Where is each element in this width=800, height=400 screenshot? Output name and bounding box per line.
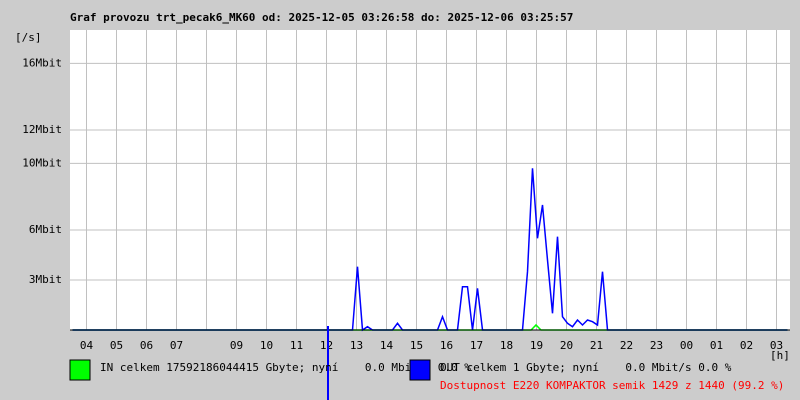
- legend-swatch: [409, 359, 431, 381]
- x-tick-label: 16: [440, 339, 453, 352]
- x-tick-label: 22: [620, 339, 633, 352]
- y-tick-label: 16Mbit: [22, 56, 62, 69]
- legend-swatch: [69, 359, 91, 381]
- legend-label: OUT celkem 1 Gbyte; nyní 0.0 Mbit/s 0.0 …: [440, 361, 732, 374]
- y-tick-label: 3Mbit: [29, 273, 62, 286]
- x-tick-label: 17: [470, 339, 483, 352]
- chart-title: Graf provozu trt_pecak6_MK60 od: 2025-12…: [70, 11, 573, 24]
- plot-area: [70, 30, 790, 330]
- x-tick-label: 12: [320, 339, 333, 352]
- legend-label: IN celkem 17592186044415 Gbyte; nyní 0.0…: [100, 361, 471, 374]
- y-unit: [/s]: [15, 31, 42, 44]
- x-tick-label: 20: [560, 339, 573, 352]
- x-tick-label: 06: [140, 339, 153, 352]
- x-tick-label: 09: [230, 339, 243, 352]
- y-tick-label: 12Mbit: [22, 123, 62, 136]
- y-tick-label: 6Mbit: [29, 223, 62, 236]
- y-tick-label: 10Mbit: [22, 156, 62, 169]
- x-tick-label: 23: [650, 339, 663, 352]
- grid: 3Mbit 6Mbit 10Mbit 12Mbit 16Mbit 04 05 06 07 09 10…: [22, 30, 790, 352]
- x-tick-label: 19: [530, 339, 543, 352]
- x-tick-label: 01: [710, 339, 723, 352]
- availability: Dostupnost E220 KOMPAKTOR semik 1429 z 1…: [440, 379, 784, 392]
- x-tick-label: 11: [290, 339, 303, 352]
- legend: IN celkem 17592186044415 Gbyte; nyní 0.0…: [69, 359, 732, 381]
- x-tick-label: 10: [260, 339, 273, 352]
- x-tick-label: 03: [770, 339, 783, 352]
- x-tick-label: 13: [350, 339, 363, 352]
- x-tick-label: 05: [110, 339, 123, 352]
- x-tick-label: 15: [410, 339, 423, 352]
- x-tick-label: 18: [500, 339, 513, 352]
- x-unit: [h]: [770, 349, 790, 362]
- x-tick-label: 21: [590, 339, 603, 352]
- x-tick-label: 00: [680, 339, 693, 352]
- x-tick-label: 14: [380, 339, 394, 352]
- x-tick-label: 04: [80, 339, 94, 352]
- x-tick-label: 07: [170, 339, 183, 352]
- x-tick-label: 02: [740, 339, 753, 352]
